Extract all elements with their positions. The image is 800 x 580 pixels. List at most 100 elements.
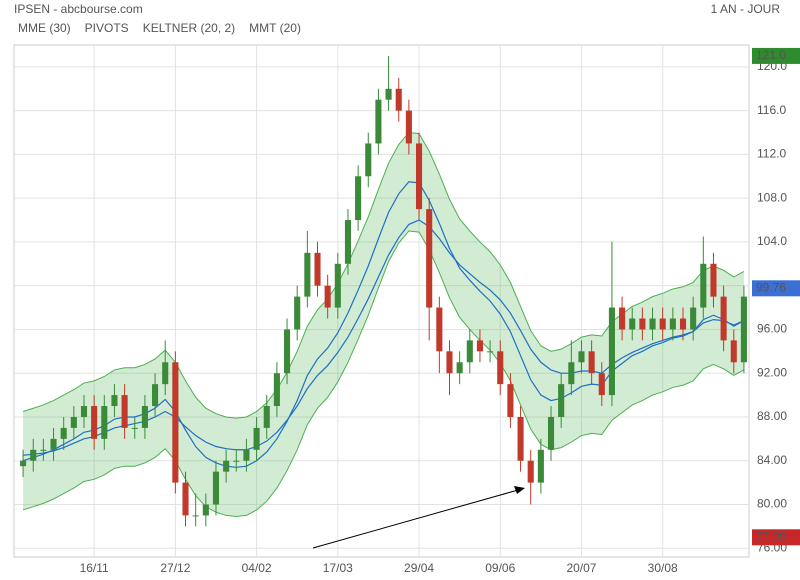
y-tick-label: 92.00 bbox=[757, 365, 787, 379]
candle-body bbox=[730, 340, 737, 363]
candle-body bbox=[568, 362, 575, 385]
candle-body bbox=[131, 427, 138, 429]
x-tick-label: 09/06 bbox=[485, 561, 515, 575]
candle-body bbox=[608, 307, 615, 396]
candle-body bbox=[20, 460, 27, 467]
candle-body bbox=[740, 296, 747, 363]
candle-body bbox=[649, 318, 656, 330]
candle-body bbox=[141, 406, 148, 428]
price-marker bbox=[752, 47, 800, 64]
candle-body bbox=[558, 384, 565, 417]
price-marker bbox=[752, 529, 800, 546]
candle-body bbox=[40, 449, 47, 451]
candle-body bbox=[507, 384, 514, 417]
candle-body bbox=[121, 395, 128, 428]
candle-body bbox=[314, 252, 321, 286]
candle-body bbox=[385, 88, 392, 100]
chart-subtitle: 1 AN - JOUR bbox=[711, 2, 781, 16]
y-tick-label: 80.00 bbox=[757, 497, 787, 511]
price-marker-label: 77.00 bbox=[756, 529, 786, 543]
candle-body bbox=[517, 416, 524, 461]
candle-body bbox=[111, 395, 118, 407]
y-tick-label: 104.0 bbox=[757, 234, 787, 248]
candle-body bbox=[446, 351, 453, 374]
candle-body bbox=[456, 362, 463, 374]
candle-body bbox=[497, 351, 504, 385]
candle-body bbox=[243, 449, 250, 461]
annotation-arrow bbox=[312, 489, 519, 549]
arrow-head bbox=[514, 486, 525, 494]
chart-title: IPSEN - abcbourse.com bbox=[14, 2, 143, 16]
candle-body bbox=[263, 406, 270, 428]
candle-body bbox=[487, 351, 494, 353]
y-tick-label: 84.00 bbox=[757, 453, 787, 467]
legend-entry: MME (30) bbox=[18, 21, 71, 35]
candle-body bbox=[395, 88, 402, 111]
candle-body bbox=[172, 362, 179, 483]
candle-body bbox=[50, 438, 57, 450]
candle-body bbox=[202, 504, 209, 516]
candle-body bbox=[334, 263, 341, 308]
candle-body bbox=[30, 449, 37, 461]
candle-body bbox=[324, 285, 331, 308]
candle-body bbox=[669, 318, 676, 330]
keltner-fill bbox=[23, 132, 744, 517]
candle-body bbox=[639, 318, 646, 330]
plot-frame bbox=[13, 44, 750, 558]
candle-body bbox=[60, 427, 67, 439]
x-tick-label: 20/07 bbox=[566, 561, 596, 575]
candle-body bbox=[284, 329, 291, 374]
candle-body bbox=[436, 307, 443, 352]
keltner-lower bbox=[22, 230, 745, 518]
x-tick-label: 04/02 bbox=[242, 561, 272, 575]
candle-body bbox=[547, 416, 555, 450]
price-marker bbox=[752, 280, 800, 297]
candle-body bbox=[588, 351, 595, 374]
legend-entry: KELTNER (20, 2) bbox=[143, 21, 235, 35]
candle-body bbox=[212, 471, 220, 505]
candle-body bbox=[690, 307, 697, 330]
y-tick-label: 96.00 bbox=[757, 322, 787, 336]
candle-body bbox=[344, 220, 352, 264]
x-tick-label: 27/12 bbox=[160, 561, 190, 575]
candle-body bbox=[476, 340, 483, 352]
candle-body bbox=[253, 427, 260, 450]
candle-body bbox=[659, 318, 666, 330]
candle-body bbox=[91, 406, 98, 439]
candle-body bbox=[182, 482, 189, 516]
candle-body bbox=[426, 209, 433, 308]
y-tick-label: 88.00 bbox=[757, 409, 787, 423]
candle-body bbox=[304, 252, 311, 297]
x-tick-label: 17/03 bbox=[323, 561, 353, 575]
price-marker-label: 121.0 bbox=[756, 48, 786, 62]
y-tick-label: 112.0 bbox=[757, 147, 786, 161]
candle-body bbox=[679, 318, 687, 330]
candle-body bbox=[527, 460, 534, 483]
candle-body bbox=[578, 351, 585, 363]
candle-body bbox=[70, 416, 77, 428]
candle-body bbox=[710, 263, 717, 297]
y-tick-label: 108.0 bbox=[757, 190, 787, 204]
x-tick-label: 29/04 bbox=[404, 561, 434, 575]
candle-body bbox=[101, 406, 108, 439]
candle-body bbox=[629, 318, 636, 330]
legend-entry: PIVOTS bbox=[85, 21, 129, 35]
candle-body bbox=[223, 460, 230, 472]
x-tick-label: 16/11 bbox=[80, 561, 109, 575]
candle-body bbox=[598, 373, 605, 396]
candle-body bbox=[720, 296, 727, 341]
candle-body bbox=[162, 362, 169, 385]
candle-body bbox=[405, 110, 412, 144]
candle-body bbox=[273, 373, 280, 407]
candle-body bbox=[192, 515, 199, 517]
candle-body bbox=[294, 296, 301, 330]
candle-body bbox=[355, 176, 362, 221]
candle-body bbox=[537, 449, 544, 483]
price-marker-label: 99.76 bbox=[756, 280, 786, 294]
candle-body bbox=[80, 406, 88, 417]
x-tick-label: 30/08 bbox=[648, 561, 678, 575]
legend-entry: MMT (20) bbox=[249, 21, 301, 35]
candle-body bbox=[152, 384, 159, 407]
